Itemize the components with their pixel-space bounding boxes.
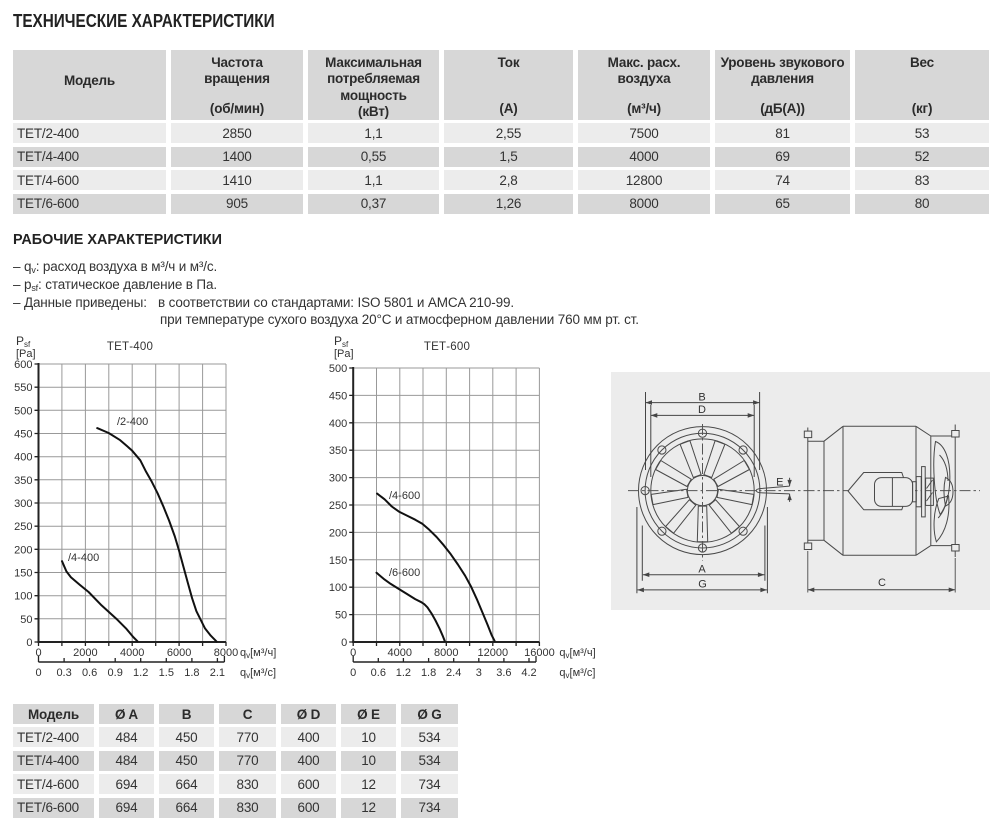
- svg-text:500: 500: [329, 363, 347, 375]
- svg-text:/4-400: /4-400: [68, 552, 99, 564]
- svg-text:/6-600: /6-600: [389, 567, 420, 579]
- svg-text:1.8: 1.8: [421, 667, 436, 679]
- svg-text:150: 150: [14, 568, 32, 580]
- svg-text:250: 250: [14, 521, 32, 533]
- svg-text:1.2: 1.2: [396, 667, 411, 679]
- svg-text:4000: 4000: [388, 647, 412, 659]
- svg-text:[Pa]: [Pa]: [16, 348, 36, 360]
- svg-text:ТЕТ-600: ТЕТ-600: [424, 341, 470, 353]
- svg-text:0: 0: [26, 637, 32, 649]
- svg-text:0.3: 0.3: [56, 667, 71, 679]
- svg-text:300: 300: [329, 473, 347, 485]
- svg-text:/4-600: /4-600: [389, 490, 420, 502]
- svg-text:100: 100: [14, 591, 32, 603]
- svg-text:qv[м³/ч]: qv[м³/ч]: [559, 647, 595, 660]
- svg-text:0.9: 0.9: [108, 667, 123, 679]
- svg-text:A: A: [698, 564, 706, 576]
- svg-text:400: 400: [329, 418, 347, 430]
- svg-text:0.6: 0.6: [371, 667, 386, 679]
- svg-text:200: 200: [329, 527, 347, 539]
- svg-text:0: 0: [350, 667, 356, 679]
- svg-text:0.6: 0.6: [82, 667, 97, 679]
- svg-text:200: 200: [14, 544, 32, 556]
- svg-text:8000: 8000: [434, 647, 458, 659]
- svg-text:/2-400: /2-400: [117, 416, 148, 428]
- svg-text:450: 450: [329, 390, 347, 402]
- svg-text:E: E: [776, 476, 783, 488]
- svg-text:1.5: 1.5: [159, 667, 174, 679]
- svg-text:[Pa]: [Pa]: [334, 348, 354, 360]
- svg-text:550: 550: [14, 382, 32, 394]
- svg-text:600: 600: [14, 359, 32, 371]
- svg-text:4.2: 4.2: [521, 667, 536, 679]
- svg-text:4000: 4000: [120, 647, 144, 659]
- svg-text:Psf: Psf: [334, 334, 349, 349]
- svg-text:0: 0: [35, 667, 41, 679]
- svg-text:1.8: 1.8: [184, 667, 199, 679]
- svg-text:500: 500: [14, 405, 32, 417]
- svg-text:3: 3: [476, 667, 482, 679]
- svg-text:Psf: Psf: [16, 334, 31, 349]
- svg-text:G: G: [698, 579, 707, 591]
- svg-text:350: 350: [14, 475, 32, 487]
- svg-text:1.2: 1.2: [133, 667, 148, 679]
- svg-text:B: B: [698, 391, 705, 403]
- svg-text:100: 100: [329, 582, 347, 594]
- svg-text:8000: 8000: [214, 647, 238, 659]
- svg-text:3.6: 3.6: [496, 667, 511, 679]
- svg-text:12000: 12000: [478, 647, 509, 659]
- svg-text:qv[м³/с]: qv[м³/с]: [559, 667, 595, 680]
- svg-text:50: 50: [20, 614, 32, 626]
- svg-text:qv[м³/с]: qv[м³/с]: [240, 667, 276, 680]
- svg-text:50: 50: [335, 610, 347, 622]
- svg-text:0: 0: [350, 647, 356, 659]
- svg-text:450: 450: [14, 429, 32, 441]
- svg-text:2000: 2000: [73, 647, 97, 659]
- svg-text:250: 250: [329, 500, 347, 512]
- svg-text:0: 0: [35, 647, 41, 659]
- svg-text:16000: 16000: [524, 647, 555, 659]
- svg-text:qv[м³/ч]: qv[м³/ч]: [240, 647, 276, 660]
- svg-text:400: 400: [14, 452, 32, 464]
- svg-text:0: 0: [341, 637, 347, 649]
- svg-text:C: C: [878, 577, 886, 589]
- svg-text:ТЕТ-400: ТЕТ-400: [107, 341, 153, 353]
- svg-text:300: 300: [14, 498, 32, 510]
- svg-text:150: 150: [329, 555, 347, 567]
- svg-text:6000: 6000: [167, 647, 191, 659]
- svg-text:350: 350: [329, 445, 347, 457]
- svg-text:2.1: 2.1: [210, 667, 225, 679]
- svg-text:D: D: [698, 404, 706, 416]
- svg-text:2.4: 2.4: [446, 667, 461, 679]
